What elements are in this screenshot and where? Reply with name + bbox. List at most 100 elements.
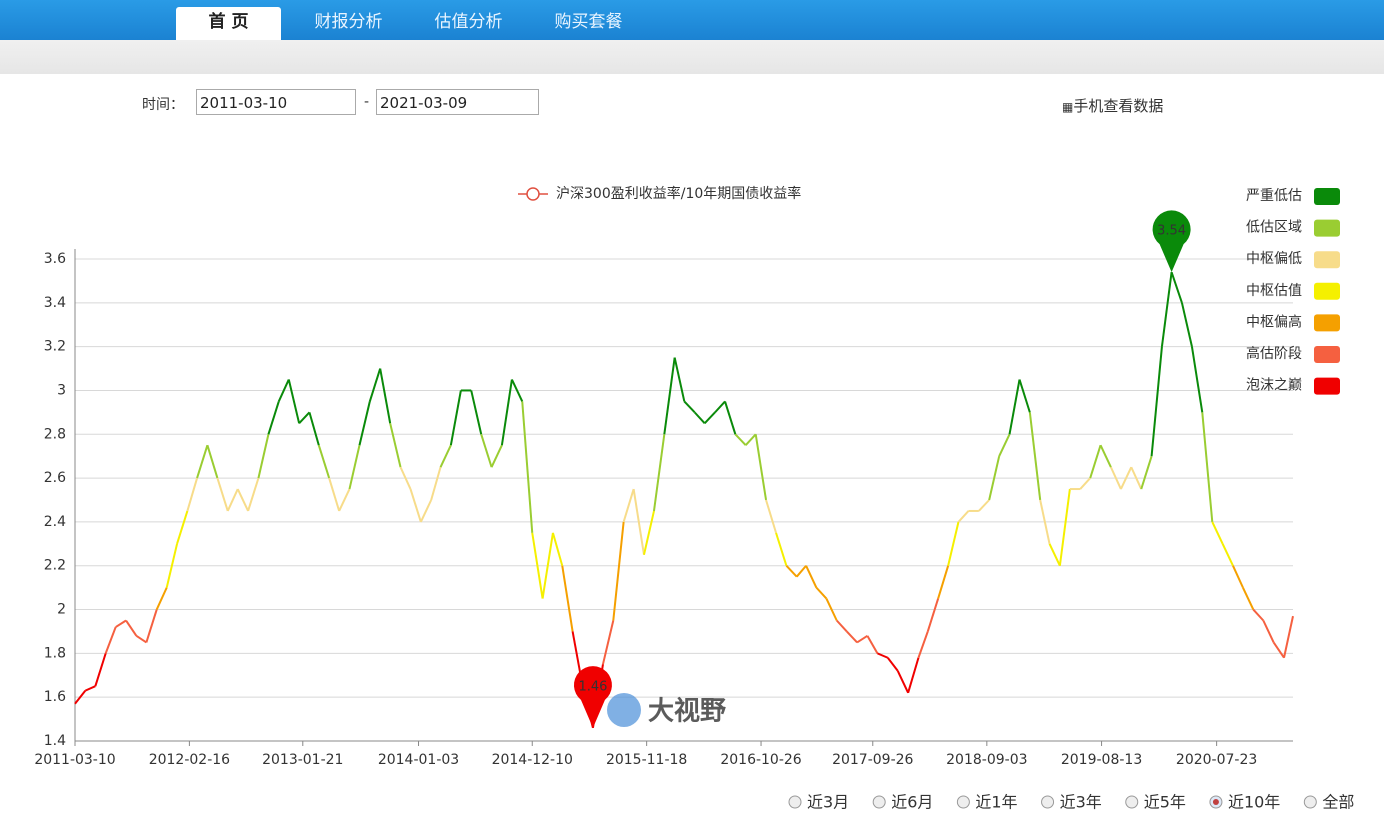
line-segment bbox=[186, 477, 199, 512]
line-segment bbox=[1221, 543, 1234, 567]
line-segment bbox=[1160, 272, 1173, 347]
line-segment bbox=[744, 433, 757, 446]
line-segment bbox=[734, 433, 747, 446]
y-tick-label: 3.2 bbox=[44, 339, 66, 355]
legend-label: 低估区域 bbox=[1246, 220, 1302, 236]
line-segment bbox=[1252, 608, 1265, 622]
trough-pin-label: 1.46 bbox=[578, 679, 607, 694]
radio-label: 近1年 bbox=[975, 793, 1017, 812]
line-segment bbox=[1201, 412, 1214, 523]
line-segment bbox=[926, 598, 940, 632]
legend-swatch bbox=[1314, 251, 1340, 269]
radio-label: 近10年 bbox=[1228, 793, 1280, 812]
mobile-link[interactable]: ▦手机查看数据 bbox=[1062, 95, 1163, 116]
line-segment bbox=[206, 444, 219, 479]
y-tick-label: 1.8 bbox=[44, 645, 66, 661]
line-segment bbox=[1008, 379, 1021, 435]
line-segment bbox=[683, 400, 696, 414]
radio bbox=[872, 795, 886, 809]
line-segment bbox=[998, 433, 1011, 457]
line-segment bbox=[714, 400, 726, 414]
line-segment bbox=[521, 401, 534, 533]
line-segment bbox=[1048, 543, 1061, 567]
range-option[interactable]: 近10年 bbox=[1209, 793, 1280, 812]
radio-label: 全部 bbox=[1322, 793, 1354, 812]
y-tick-label: 3.4 bbox=[44, 295, 66, 311]
line-segment bbox=[612, 521, 625, 621]
line-segment bbox=[277, 379, 290, 402]
line-segment bbox=[703, 411, 716, 425]
start-date[interactable]: 2011-03-10 bbox=[196, 89, 356, 115]
peak-pin-label: 3.54 bbox=[1157, 224, 1186, 239]
range-option[interactable]: 全部 bbox=[1303, 793, 1354, 812]
line-segment bbox=[368, 368, 382, 402]
radio-label: 近5年 bbox=[1144, 793, 1186, 812]
end-date[interactable]: 2021-03-09 bbox=[376, 89, 539, 115]
line-segment bbox=[308, 412, 320, 446]
line-segment bbox=[541, 532, 554, 599]
radio bbox=[788, 795, 802, 809]
line-segment bbox=[754, 434, 768, 501]
nav-tab[interactable]: 财报分析 bbox=[314, 12, 383, 32]
line-segment bbox=[1058, 488, 1071, 566]
watermark-icon bbox=[607, 693, 641, 727]
line-segment bbox=[348, 445, 361, 490]
legend-label: 严重低估 bbox=[1246, 188, 1302, 204]
x-tick-label: 2017-09-26 bbox=[832, 752, 913, 768]
y-tick-label: 2.6 bbox=[44, 470, 66, 486]
y-tick-label: 1.6 bbox=[44, 689, 66, 705]
nav-tab[interactable]: 估值分析 bbox=[434, 12, 503, 32]
range-option[interactable]: 近3年 bbox=[1041, 793, 1102, 812]
legend-swatch bbox=[1314, 188, 1340, 205]
line-segment bbox=[84, 685, 96, 692]
line-segment bbox=[1130, 466, 1143, 490]
line-segment bbox=[1028, 412, 1042, 501]
range-option[interactable]: 近1年 bbox=[956, 793, 1018, 812]
line-segment bbox=[328, 477, 341, 512]
x-tick-label: 2012-02-16 bbox=[149, 752, 230, 768]
line-segment bbox=[399, 466, 412, 490]
x-tick-label: 2013-01-21 bbox=[262, 752, 343, 768]
line-segment bbox=[145, 609, 158, 643]
radio bbox=[1125, 795, 1139, 809]
range-option[interactable]: 近5年 bbox=[1125, 793, 1186, 812]
series-legend-label: 沪深300盈利收益率/10年期国债收益率 bbox=[556, 185, 801, 202]
line-segment bbox=[765, 499, 778, 534]
line-segment bbox=[1283, 615, 1294, 658]
line-segment bbox=[480, 433, 493, 468]
line-segment bbox=[1099, 444, 1112, 468]
range-option[interactable]: 近6月 bbox=[872, 793, 933, 812]
line-segment bbox=[1079, 477, 1091, 490]
qr-icon: ▦ bbox=[1062, 100, 1074, 114]
legend-swatch bbox=[1314, 314, 1340, 332]
x-tick-label: 2016-10-26 bbox=[720, 752, 801, 768]
line-segment bbox=[511, 379, 524, 402]
y-tick-label: 2.4 bbox=[44, 514, 66, 530]
line-segment bbox=[643, 510, 655, 555]
line-segment bbox=[877, 652, 889, 659]
line-segment bbox=[317, 444, 331, 479]
line-segment bbox=[551, 532, 564, 567]
nav-bar: 首 页 财报分析 估值分析 购买套餐 bbox=[0, 0, 1384, 40]
line-segment bbox=[1150, 346, 1163, 457]
x-tick-label: 2019-08-13 bbox=[1061, 752, 1142, 768]
line-segment bbox=[247, 477, 260, 512]
nav-tab[interactable]: 购买套餐 bbox=[554, 12, 623, 32]
line-segment bbox=[1039, 499, 1051, 545]
line-segment bbox=[724, 401, 737, 435]
line-segment bbox=[196, 444, 209, 479]
nav-tab[interactable]: 首 页 bbox=[176, 7, 281, 40]
line-segment bbox=[937, 565, 950, 599]
y-tick-label: 2.2 bbox=[44, 558, 66, 574]
line-segment bbox=[379, 368, 392, 424]
line-segment bbox=[1242, 587, 1255, 610]
line-segment bbox=[856, 634, 868, 644]
line-segment bbox=[947, 521, 960, 566]
legend-label: 中枢偏低 bbox=[1246, 251, 1302, 267]
date-separator: - bbox=[364, 94, 370, 110]
line-segment bbox=[115, 619, 127, 628]
range-option[interactable]: 近3月 bbox=[788, 793, 849, 812]
line-segment bbox=[978, 499, 990, 512]
line-segment bbox=[257, 434, 270, 479]
line-segment bbox=[358, 401, 371, 446]
